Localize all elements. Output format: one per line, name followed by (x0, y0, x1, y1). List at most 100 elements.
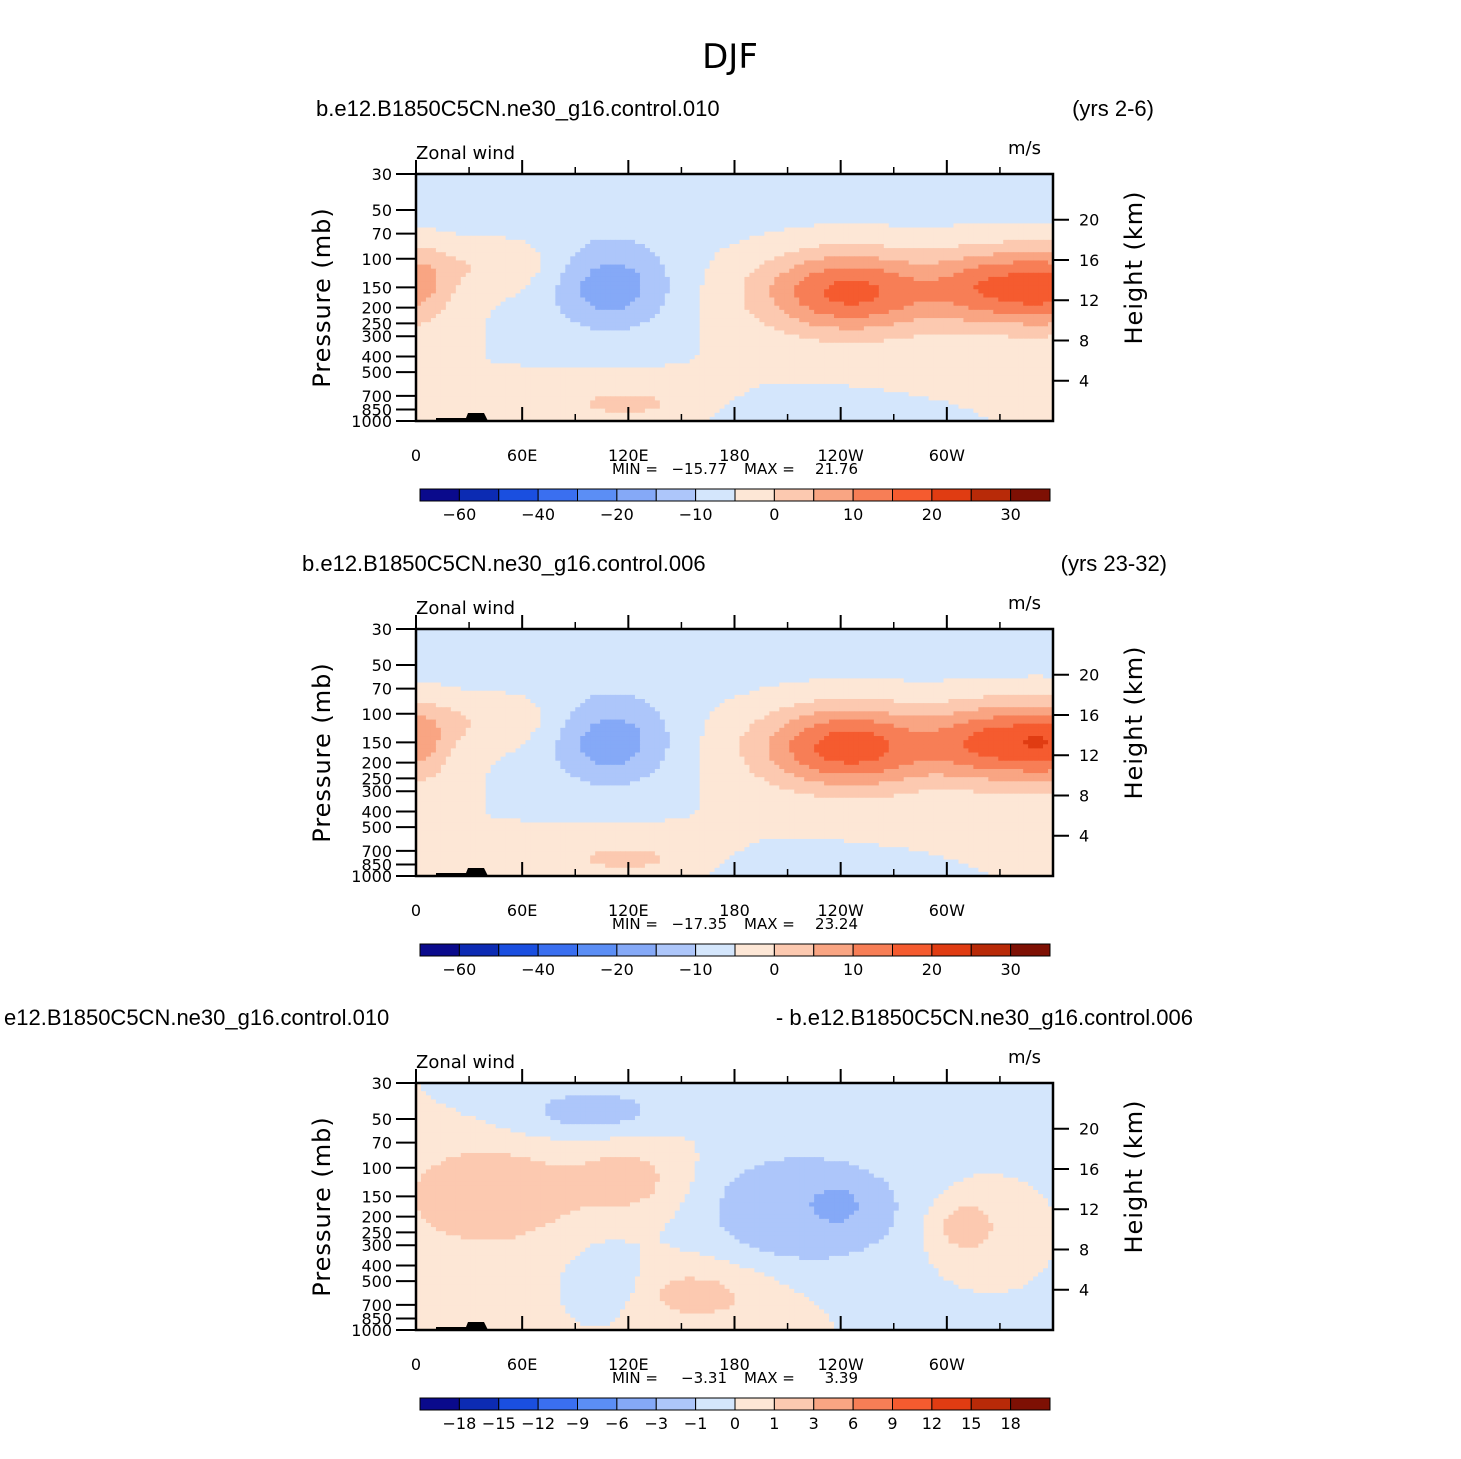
contour-cell (839, 243, 845, 249)
contour-cell (878, 219, 885, 224)
contour-cell (525, 293, 532, 299)
contour-cell (455, 260, 462, 266)
contour-cell (988, 206, 994, 212)
contour-cell (565, 326, 571, 332)
contour-cell (560, 293, 566, 299)
contour-cell (550, 252, 556, 257)
contour-cell (893, 322, 900, 327)
contour-cell (625, 297, 631, 303)
contour-cell (1028, 206, 1034, 212)
contour-cell (570, 235, 576, 241)
contour-cell (749, 231, 756, 237)
contour-cell (416, 248, 422, 253)
contour-cell (475, 178, 482, 183)
contour-cell (829, 182, 835, 187)
contour-cell (595, 330, 601, 336)
contour-cell (983, 223, 989, 229)
contour-cell (978, 186, 984, 192)
contour-cell (839, 198, 845, 204)
contour-cell (943, 223, 950, 229)
contour-cell (863, 276, 870, 282)
contour-cell (435, 293, 442, 299)
contour-cell (1003, 235, 1009, 241)
contour-cell (455, 268, 462, 274)
contour-cell (664, 178, 671, 183)
contour-cell (684, 186, 691, 192)
contour-cell (784, 301, 790, 307)
contour-cell (734, 190, 741, 196)
contour-cell (465, 260, 472, 266)
contour-cell (754, 215, 760, 220)
contour-cell (679, 223, 686, 229)
contour-cell (893, 178, 900, 183)
contour-cell (654, 256, 661, 262)
contour-cell (709, 330, 716, 336)
contour-cell (719, 202, 726, 208)
contour-cell (585, 313, 591, 319)
contour-cell (520, 190, 527, 196)
contour-cell (1018, 330, 1024, 336)
contour-cell (943, 248, 950, 253)
contour-cell (515, 256, 522, 262)
contour-cell (933, 264, 940, 270)
contour-cell (779, 211, 785, 216)
contour-cell (794, 178, 800, 183)
contour-cell (848, 202, 855, 208)
contour-cell (475, 231, 482, 237)
contour-cell (1018, 182, 1024, 187)
contour-cell (1018, 198, 1024, 204)
contour-cell (540, 313, 546, 319)
contour-cell (908, 231, 915, 237)
contour-cell (565, 256, 571, 262)
contour-cell (679, 178, 686, 183)
contour-cell (843, 239, 850, 245)
contour-cell (1038, 194, 1044, 200)
contour-cell (435, 198, 442, 204)
contour-cell (674, 305, 681, 311)
contour-cell (555, 202, 561, 208)
contour-cell (644, 293, 651, 299)
contour-cell (570, 322, 576, 327)
contour-cell (605, 326, 611, 332)
contour-cell (983, 211, 989, 216)
contour-cell (485, 248, 492, 253)
contour-cell (784, 211, 790, 216)
contour-cell (799, 211, 805, 216)
contour-cell (829, 330, 835, 336)
contour-cell (848, 178, 855, 183)
contour-cell (495, 235, 502, 241)
contour-cell (684, 293, 691, 299)
contour-cell (774, 182, 780, 187)
contour-cell (744, 309, 751, 315)
contour-cell (654, 301, 661, 307)
contour-cell (824, 202, 830, 208)
contour-cell (878, 318, 885, 323)
contour-cell (953, 260, 960, 266)
contour-cell (839, 326, 845, 332)
contour-cell (963, 174, 969, 179)
contour-cell (540, 248, 546, 253)
contour-cell (843, 211, 850, 216)
contour-cell (759, 219, 765, 224)
contour-cell (769, 330, 775, 336)
contour-cell (1003, 293, 1009, 299)
contour-cell (430, 186, 437, 192)
contour-cell (644, 198, 651, 204)
contour-cell (694, 272, 701, 278)
contour-cell (1048, 248, 1053, 253)
contour-cell (500, 281, 507, 286)
contour-cell (953, 198, 960, 204)
contour-cell (794, 289, 800, 294)
contour-cell (829, 264, 835, 270)
contour-cell (1028, 260, 1034, 266)
contour-cell (430, 178, 437, 183)
contour-cell (664, 256, 671, 262)
contour-cell (719, 276, 726, 282)
contour-cell (993, 289, 999, 294)
contour-cell (739, 264, 746, 270)
contour-cell (600, 256, 606, 262)
contour-cell (933, 243, 940, 249)
contour-cell (699, 174, 706, 179)
contour-cell (908, 215, 915, 220)
contour-cell (918, 243, 925, 249)
